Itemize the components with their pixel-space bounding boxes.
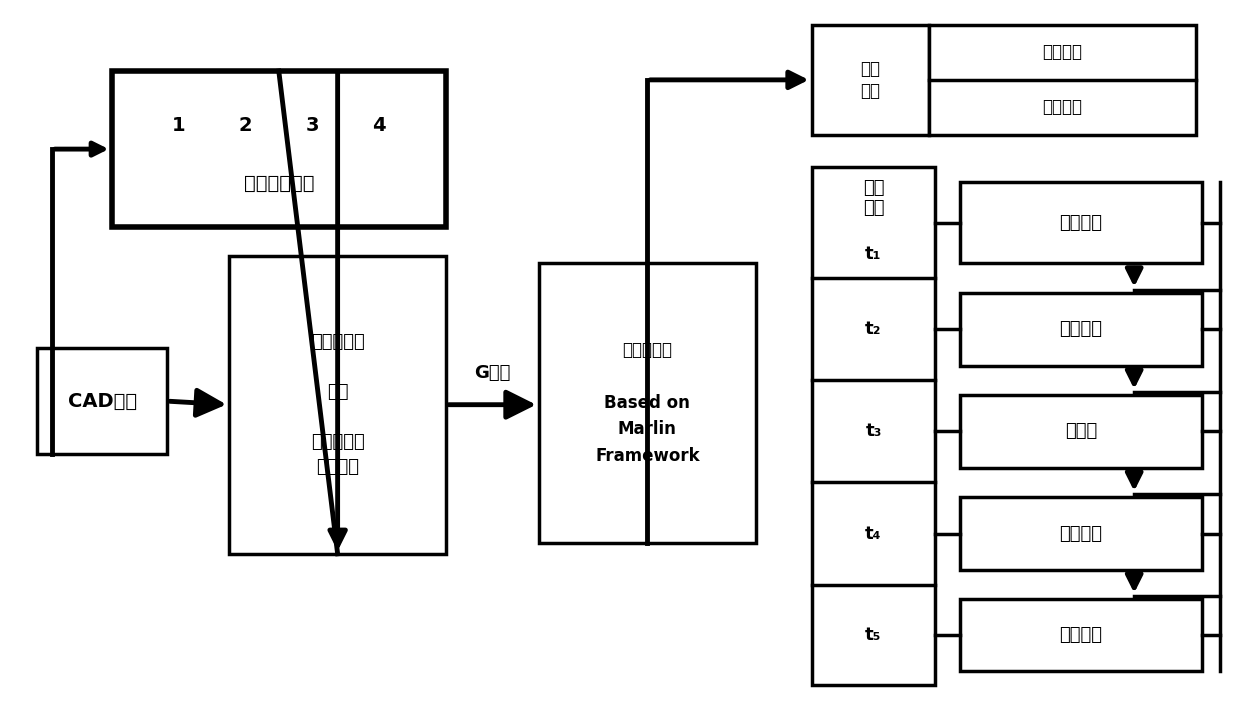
Text: t₃: t₃ — [865, 422, 882, 440]
Text: 切片软件：

分层

线性排列代
表性单元: 切片软件： 分层 线性排列代 表性单元 — [311, 333, 364, 476]
Text: 3: 3 — [306, 116, 318, 135]
Text: 代表性单元库: 代表性单元库 — [244, 174, 313, 193]
Bar — [112, 71, 446, 227]
Text: 4: 4 — [373, 116, 385, 135]
Text: 上电极板: 上电极板 — [1059, 525, 1103, 542]
Text: t₅: t₅ — [865, 626, 882, 644]
Bar — [812, 167, 935, 685]
Text: 介电层: 介电层 — [1064, 422, 1098, 440]
Bar — [960, 497, 1202, 570]
Bar — [960, 395, 1202, 468]
Text: 2: 2 — [239, 116, 252, 135]
Text: t₄: t₄ — [865, 525, 882, 542]
Text: 控制固件：

Based on
Marlin
Framework: 控制固件： Based on Marlin Framework — [595, 341, 700, 465]
Bar — [812, 25, 929, 135]
Text: 时序
控制: 时序 控制 — [862, 179, 885, 217]
Bar — [960, 293, 1202, 366]
Text: G代码: G代码 — [475, 364, 510, 382]
Text: 喷头平移: 喷头平移 — [1042, 43, 1083, 61]
Text: 柔性基底: 柔性基底 — [1059, 214, 1103, 231]
Bar — [929, 25, 1196, 135]
Text: 上绝缘层: 上绝缘层 — [1059, 626, 1103, 644]
Text: t₁: t₁ — [865, 245, 882, 263]
Text: CAD信息: CAD信息 — [68, 392, 136, 410]
Text: 喷头挤出: 喷头挤出 — [1042, 99, 1083, 116]
Bar — [960, 599, 1202, 671]
Bar — [37, 348, 167, 454]
Text: 运动
控制: 运动 控制 — [860, 60, 881, 100]
Bar — [960, 182, 1202, 263]
Bar — [229, 256, 446, 554]
Text: 1: 1 — [172, 116, 185, 135]
Text: t₂: t₂ — [865, 320, 882, 339]
Bar — [539, 263, 756, 543]
Text: 下电极板: 下电极板 — [1059, 320, 1103, 339]
